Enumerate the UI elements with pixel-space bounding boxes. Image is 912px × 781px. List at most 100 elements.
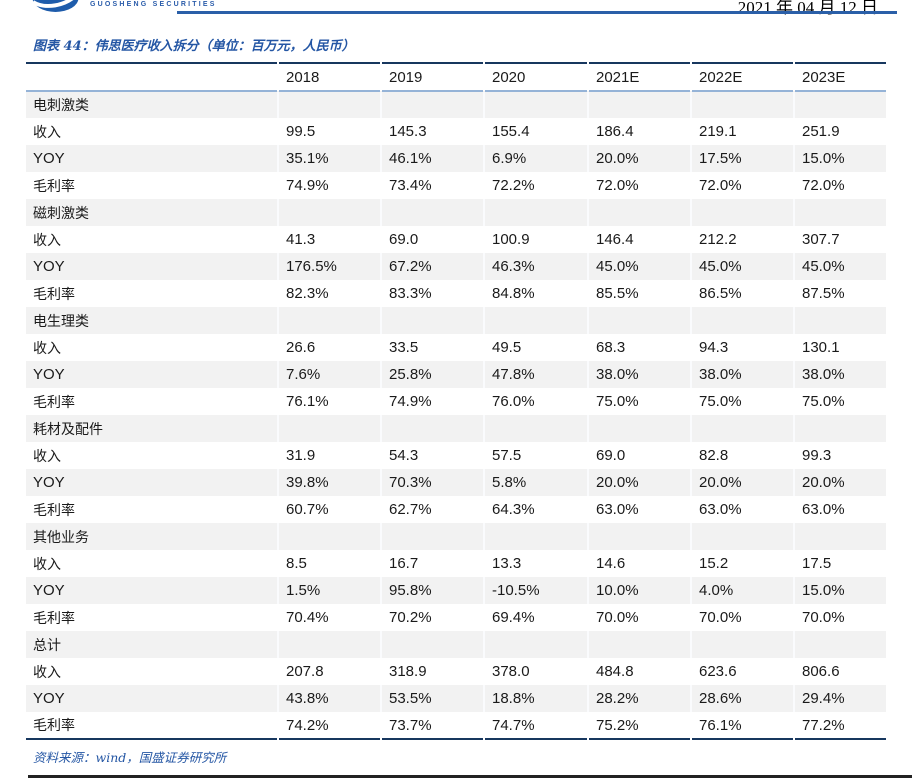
empty-cell bbox=[483, 523, 588, 550]
value-cell: 75.0% bbox=[802, 393, 845, 410]
value-cell: 28.6% bbox=[690, 685, 794, 712]
value-cell: 10.0% bbox=[587, 577, 691, 604]
value-cell: 146.4 bbox=[596, 231, 634, 248]
value-cell: 45.0% bbox=[690, 253, 794, 280]
empty-cell bbox=[793, 523, 886, 550]
row-label: 毛利率 bbox=[33, 718, 75, 734]
value-cell: 100.9 bbox=[492, 231, 530, 248]
empty-cell bbox=[483, 415, 588, 442]
row-label: 毛利率 bbox=[33, 286, 75, 303]
row-label: YOY bbox=[33, 474, 65, 491]
empty-cell bbox=[793, 91, 886, 118]
value-cell: 20.0% bbox=[793, 469, 886, 496]
data-row: YOY 7.6% 25.8% 47.8% 38.0% 38.0% 38.0% bbox=[26, 361, 886, 388]
value-cell: 15.0% bbox=[793, 145, 886, 172]
data-row: 毛利率 74.9% 73.4% 72.2% 72.0% 72.0% 72.0% bbox=[26, 172, 886, 199]
value-cell: 70.0% bbox=[699, 609, 742, 626]
value-cell: 69.0 bbox=[596, 447, 626, 464]
value-cell: 49.5 bbox=[492, 339, 522, 356]
value-cell: 70.2% bbox=[389, 609, 432, 626]
value-cell: 318.9 bbox=[389, 663, 427, 680]
guosheng-logo-wordmark: GUOSHENG SECURITIES bbox=[90, 1, 217, 8]
value-cell: 307.7 bbox=[802, 231, 840, 248]
value-cell: 99.3 bbox=[802, 447, 832, 464]
empty-cell bbox=[793, 415, 886, 442]
value-cell: 8.5 bbox=[286, 555, 307, 572]
empty-cell bbox=[690, 91, 794, 118]
empty-cell bbox=[277, 631, 381, 658]
section-header-row: 其他业务 bbox=[26, 523, 886, 550]
data-row: YOY 43.8% 53.5% 18.8% 28.2% 28.6% 29.4% bbox=[26, 685, 886, 712]
data-row: YOY 39.8% 70.3% 5.8% 20.0% 20.0% 20.0% bbox=[26, 469, 886, 496]
value-cell: 20.0% bbox=[690, 469, 794, 496]
empty-cell bbox=[483, 631, 588, 658]
empty-cell bbox=[587, 631, 691, 658]
section-header-row: 总计 bbox=[26, 631, 886, 658]
value-cell: 33.5 bbox=[389, 339, 419, 356]
value-cell: 69.0 bbox=[389, 231, 419, 248]
empty-cell bbox=[690, 523, 794, 550]
value-cell: 155.4 bbox=[492, 123, 530, 140]
data-row: 毛利率 70.4% 70.2% 69.4% 70.0% 70.0% 70.0% bbox=[26, 604, 886, 631]
row-label: YOY bbox=[33, 366, 65, 383]
year-column-header: 2021E bbox=[596, 68, 640, 86]
revenue-breakdown-table: 2018 2019 2020 2021E 2022E 2023E 电刺激类 收入 99.5 14… bbox=[26, 62, 886, 740]
empty-cell bbox=[793, 307, 886, 334]
value-cell: 70.3% bbox=[380, 469, 484, 496]
empty-cell bbox=[277, 523, 381, 550]
value-cell: 54.3 bbox=[389, 447, 419, 464]
value-cell: 20.0% bbox=[587, 145, 691, 172]
value-cell: 75.2% bbox=[596, 716, 639, 734]
value-cell: 186.4 bbox=[596, 123, 634, 140]
report-date: 2021 年 04 月 12 日 bbox=[737, 0, 878, 17]
value-cell: 82.3% bbox=[286, 285, 329, 302]
value-cell: 77.2% bbox=[802, 716, 845, 734]
value-cell: 72.0% bbox=[699, 177, 742, 194]
empty-cell bbox=[483, 307, 588, 334]
value-cell: 47.8% bbox=[483, 361, 588, 388]
empty-cell bbox=[690, 631, 794, 658]
value-cell: 15.0% bbox=[793, 577, 886, 604]
section-label: 电生理类 bbox=[33, 313, 89, 330]
empty-cell bbox=[277, 199, 381, 226]
value-cell: 73.7% bbox=[389, 716, 432, 734]
value-cell: 28.2% bbox=[587, 685, 691, 712]
value-cell: 85.5% bbox=[596, 285, 639, 302]
value-cell: 130.1 bbox=[802, 339, 840, 356]
value-cell: 15.2 bbox=[699, 555, 729, 572]
value-cell: 69.4% bbox=[492, 609, 535, 626]
empty-cell bbox=[587, 307, 691, 334]
empty-cell bbox=[690, 307, 794, 334]
row-label: 毛利率 bbox=[33, 178, 75, 195]
row-label: 毛利率 bbox=[33, 394, 75, 411]
value-cell: 35.1% bbox=[277, 145, 381, 172]
value-cell: 72.2% bbox=[492, 177, 535, 194]
value-cell: 76.0% bbox=[492, 393, 535, 410]
value-cell: 67.2% bbox=[380, 253, 484, 280]
source-note: 资料来源：wind，国盛证券研究所 bbox=[33, 750, 227, 765]
value-cell: 63.0% bbox=[596, 501, 639, 518]
value-cell: 68.3 bbox=[596, 339, 626, 356]
row-label: 收入 bbox=[33, 664, 61, 681]
data-row: YOY 1.5% 95.8% -10.5% 10.0% 4.0% 15.0% bbox=[26, 577, 886, 604]
data-row: 毛利率 82.3% 83.3% 84.8% 85.5% 86.5% 87.5% bbox=[26, 280, 886, 307]
value-cell: 64.3% bbox=[492, 501, 535, 518]
value-cell: 17.5 bbox=[802, 555, 832, 572]
empty-cell bbox=[690, 415, 794, 442]
value-cell: 176.5% bbox=[277, 253, 381, 280]
value-cell: 45.0% bbox=[587, 253, 691, 280]
value-cell: 251.9 bbox=[802, 123, 840, 140]
data-row: YOY 176.5% 67.2% 46.3% 45.0% 45.0% 45.0% bbox=[26, 253, 886, 280]
empty-cell bbox=[380, 91, 484, 118]
value-cell: 46.3% bbox=[483, 253, 588, 280]
value-cell: 6.9% bbox=[483, 145, 588, 172]
row-label: 收入 bbox=[33, 340, 61, 357]
value-cell: 46.1% bbox=[380, 145, 484, 172]
empty-cell bbox=[483, 91, 588, 118]
header-divider bbox=[177, 11, 897, 14]
empty-cell bbox=[380, 523, 484, 550]
data-row: 收入 31.9 54.3 57.5 69.0 82.8 99.3 bbox=[26, 442, 886, 469]
value-cell: 38.0% bbox=[587, 361, 691, 388]
value-cell: 41.3 bbox=[286, 231, 316, 248]
value-cell: 45.0% bbox=[793, 253, 886, 280]
